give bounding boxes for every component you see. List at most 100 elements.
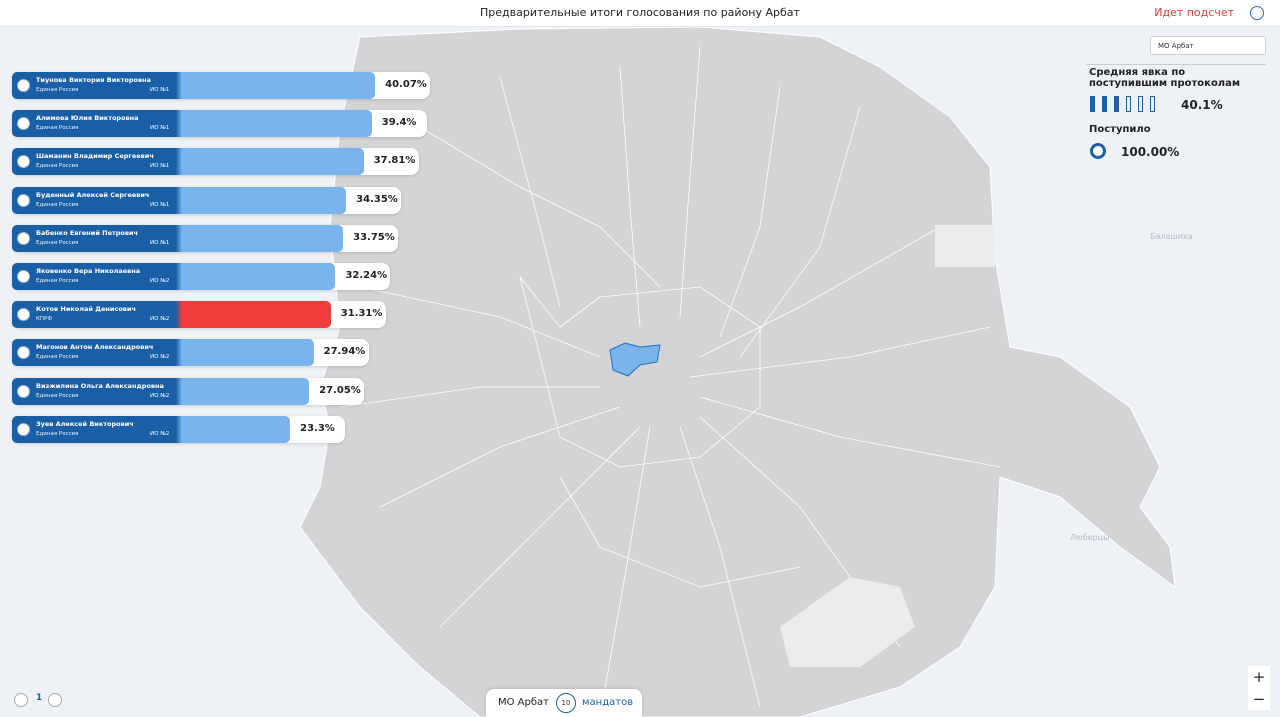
candidate-row[interactable]: Котов Николай Денисович КПРФ ИО №2 31.31% (12, 301, 386, 329)
party-logo (17, 117, 30, 131)
candidate-party: Единая Россия (36, 239, 79, 246)
candidate-name: Зуев Алексей Викторович (36, 419, 134, 428)
candidate-party: Единая Россия (36, 430, 79, 437)
map-grid (339, 46, 1001, 717)
person-icon (1150, 96, 1155, 112)
result-label: 33.75% (353, 231, 395, 243)
party-logo (17, 346, 30, 360)
person-icon (1114, 96, 1119, 112)
result-bar (12, 110, 372, 138)
candidate-name: Алимова Юлия Викторовна (36, 114, 139, 123)
result-label: 40.07% (385, 79, 427, 90)
result-label: 27.94% (323, 346, 366, 358)
moscow-area (299, 27, 1176, 717)
received-icon (1090, 143, 1106, 159)
candidate-name: Шаманин Владимир Сергеевич (36, 152, 154, 161)
person-icon (1126, 96, 1131, 112)
selected-district[interactable] (609, 342, 661, 377)
result-bar (12, 377, 310, 405)
party-logo (17, 155, 30, 169)
result-label: 23.3% (300, 422, 335, 434)
park (780, 577, 915, 667)
play-button[interactable] (1250, 6, 1264, 20)
candidate-name: Котов Николай Денисович (36, 305, 136, 314)
footer-panel: МО Арбат 10 мандатов (486, 689, 642, 717)
result-label: 31.31% (340, 308, 383, 320)
status: Идет подсчет (1154, 6, 1234, 19)
result-label: 34.35% (356, 193, 398, 205)
map-label: Балашиха (1150, 232, 1193, 241)
candidate-district: ИО №1 (150, 163, 170, 170)
candidate-district: ИО №2 (150, 354, 170, 361)
candidate-row[interactable]: Бабенко Евгений Петрович Единая Россия ИО … (12, 224, 399, 252)
result-bar (12, 72, 376, 99)
candidate-row[interactable]: Яковенко Вера Николаевна Единая Россия ИО … (12, 263, 391, 290)
candidate-district: ИО №1 (150, 125, 170, 132)
candidate-party: Единая Россия (36, 201, 79, 208)
party-logo (17, 231, 30, 245)
candidate-district: ИО №1 (150, 239, 170, 246)
candidate-row[interactable]: Зуев Алексей Викторович Единая Россия ИО №… (12, 415, 346, 443)
prev-page[interactable] (14, 693, 28, 707)
candidate-row[interactable]: Тиунова Виктория Викторовна Единая Россия… (12, 72, 431, 99)
turnout-label: Средняя явка по поступившим протоколам (1089, 67, 1241, 89)
candidate-district: ИО №1 (150, 87, 170, 93)
result-label: 37.81% (373, 155, 416, 167)
party-logo (17, 193, 30, 207)
candidate-party: Единая Россия (36, 392, 79, 399)
result-bar (12, 301, 331, 329)
candidate-name: Тиунова Виктория Викторовна (36, 76, 152, 84)
candidate-party: Единая Россия (36, 278, 79, 284)
candidate-district: ИО №2 (150, 392, 170, 399)
candidate-name: Магонов Антон Александрович (36, 343, 154, 352)
map-label: Люберцы (1070, 533, 1110, 542)
result-bar (12, 186, 347, 214)
result-label: 39.4% (381, 117, 417, 129)
turnout-value: 40.1% (1181, 98, 1223, 112)
candidate-name: Визжилина Ольга Александровна (36, 381, 164, 390)
party-logo (17, 422, 30, 436)
candidate-row[interactable]: Визжилина Ольга Александровна Единая Росс… (12, 377, 365, 405)
page-number[interactable]: 1 (36, 693, 43, 703)
result-bar (12, 415, 291, 443)
candidate-party: Единая Россия (36, 163, 79, 170)
received-label[interactable]: Поступило (1089, 124, 1151, 135)
candidate-district: ИО №2 (150, 278, 170, 284)
person-icon (1090, 96, 1095, 112)
candidate-name: Яковенко Вера Николаевна (36, 267, 141, 275)
map[interactable] (0, 27, 1280, 717)
candidate-row[interactable]: Шаманин Владимир Сергеевич Единая Россия И… (12, 148, 419, 176)
divider (1086, 64, 1266, 65)
candidate-district: ИО №2 (150, 316, 170, 323)
zoom-in[interactable]: + (1248, 666, 1270, 688)
mandates-count: 10 (556, 693, 576, 713)
page-title: Предварительные итоги голосования по рай… (480, 6, 800, 19)
result-label: 32.24% (345, 270, 388, 281)
candidate-row[interactable]: Алимова Юлия Викторовна Единая Россия ИО №… (12, 110, 427, 138)
result-bar (12, 339, 314, 367)
next-page[interactable] (48, 693, 62, 707)
candidate-row[interactable]: Буденный Алексей Сергеевич Единая Россия И… (12, 186, 402, 214)
footer-district: МО Арбат (498, 697, 549, 708)
party-logo (17, 270, 30, 283)
candidate-district: ИО №2 (150, 430, 170, 437)
candidate-name: Бабенко Евгений Петрович (36, 228, 139, 237)
party-logo (17, 79, 30, 92)
district-select[interactable]: МО Арбат (1150, 36, 1266, 55)
result-bar (12, 263, 336, 290)
result-bar (12, 224, 344, 252)
person-icon (1102, 96, 1107, 112)
zoom-out[interactable]: − (1248, 688, 1270, 710)
candidate-row[interactable]: Магонов Антон Александрович Единая Россия… (12, 339, 369, 367)
result-label: 27.05% (319, 384, 361, 396)
received-value: 100.00% (1121, 145, 1180, 159)
candidate-party: Единая Россия (36, 125, 79, 132)
candidate-party: КПРФ (36, 316, 53, 323)
candidate-party: Единая Россия (36, 87, 79, 93)
park (935, 225, 995, 267)
header: Предварительные итоги голосования по рай… (0, 0, 1280, 27)
person-icon (1138, 96, 1143, 112)
candidate-party: Единая Россия (36, 354, 79, 361)
result-bar (12, 148, 364, 176)
